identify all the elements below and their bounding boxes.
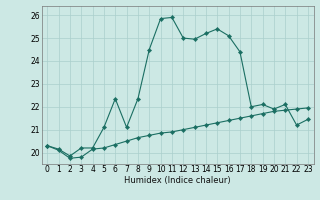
X-axis label: Humidex (Indice chaleur): Humidex (Indice chaleur): [124, 176, 231, 185]
